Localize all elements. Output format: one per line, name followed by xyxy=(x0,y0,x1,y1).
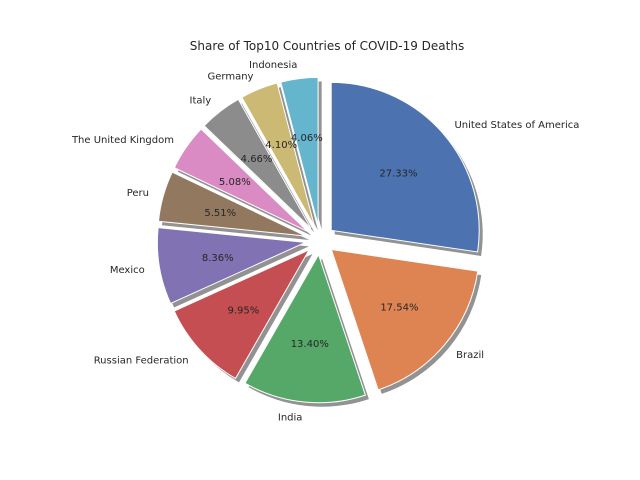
slice-peru xyxy=(157,171,306,237)
category-label-indonesia: Indonesia xyxy=(249,60,297,71)
pct-label-mexico: 8.36% xyxy=(202,253,234,264)
category-label-india: India xyxy=(278,413,303,424)
category-label-germany: Germany xyxy=(208,71,254,82)
category-label-brazil: Brazil xyxy=(456,350,484,361)
slice-indonesia xyxy=(280,76,319,226)
category-label-italy: Italy xyxy=(190,96,212,107)
slice-russian-federation xyxy=(173,248,311,380)
pct-label-the-united-kingdom: 5.08% xyxy=(219,177,251,188)
slice-united-states-of-america xyxy=(330,81,480,253)
slice-italy xyxy=(203,98,312,229)
pct-label-russian-federation: 9.95% xyxy=(227,306,259,317)
category-label-mexico: Mexico xyxy=(110,265,145,276)
slice-the-united-kingdom xyxy=(173,128,309,233)
pct-label-brazil: 17.54% xyxy=(380,303,418,314)
percent-labels: 27.33% 17.54% 13.40% 9.95% 8.36% 5.51% 5.08% 4.… xyxy=(202,133,419,350)
pct-label-indonesia: 4.06% xyxy=(291,133,323,144)
slice-india xyxy=(244,253,367,404)
chart-title: Share of Top10 Countries of COVID-19 Dea… xyxy=(190,39,464,53)
category-label-the-united-kingdom: The United Kingdom xyxy=(71,135,174,146)
pct-label-india: 13.40% xyxy=(291,339,329,350)
pct-label-peru: 5.51% xyxy=(204,208,236,219)
pct-label-united-states-of-america: 27.33% xyxy=(379,168,417,179)
slice-germany xyxy=(241,82,315,227)
category-label-peru: Peru xyxy=(127,188,149,199)
pct-label-germany: 4.10% xyxy=(265,140,297,151)
category-labels: United States of America Brazil India Russi… xyxy=(71,60,579,424)
pct-label-italy: 4.66% xyxy=(241,154,273,165)
category-label-russian-federation: Russian Federation xyxy=(94,356,189,367)
category-label-united-states-of-america: United States of America xyxy=(454,120,579,131)
pie-slices xyxy=(156,76,480,404)
slice-brazil xyxy=(330,248,479,391)
slice-mexico xyxy=(156,227,308,305)
